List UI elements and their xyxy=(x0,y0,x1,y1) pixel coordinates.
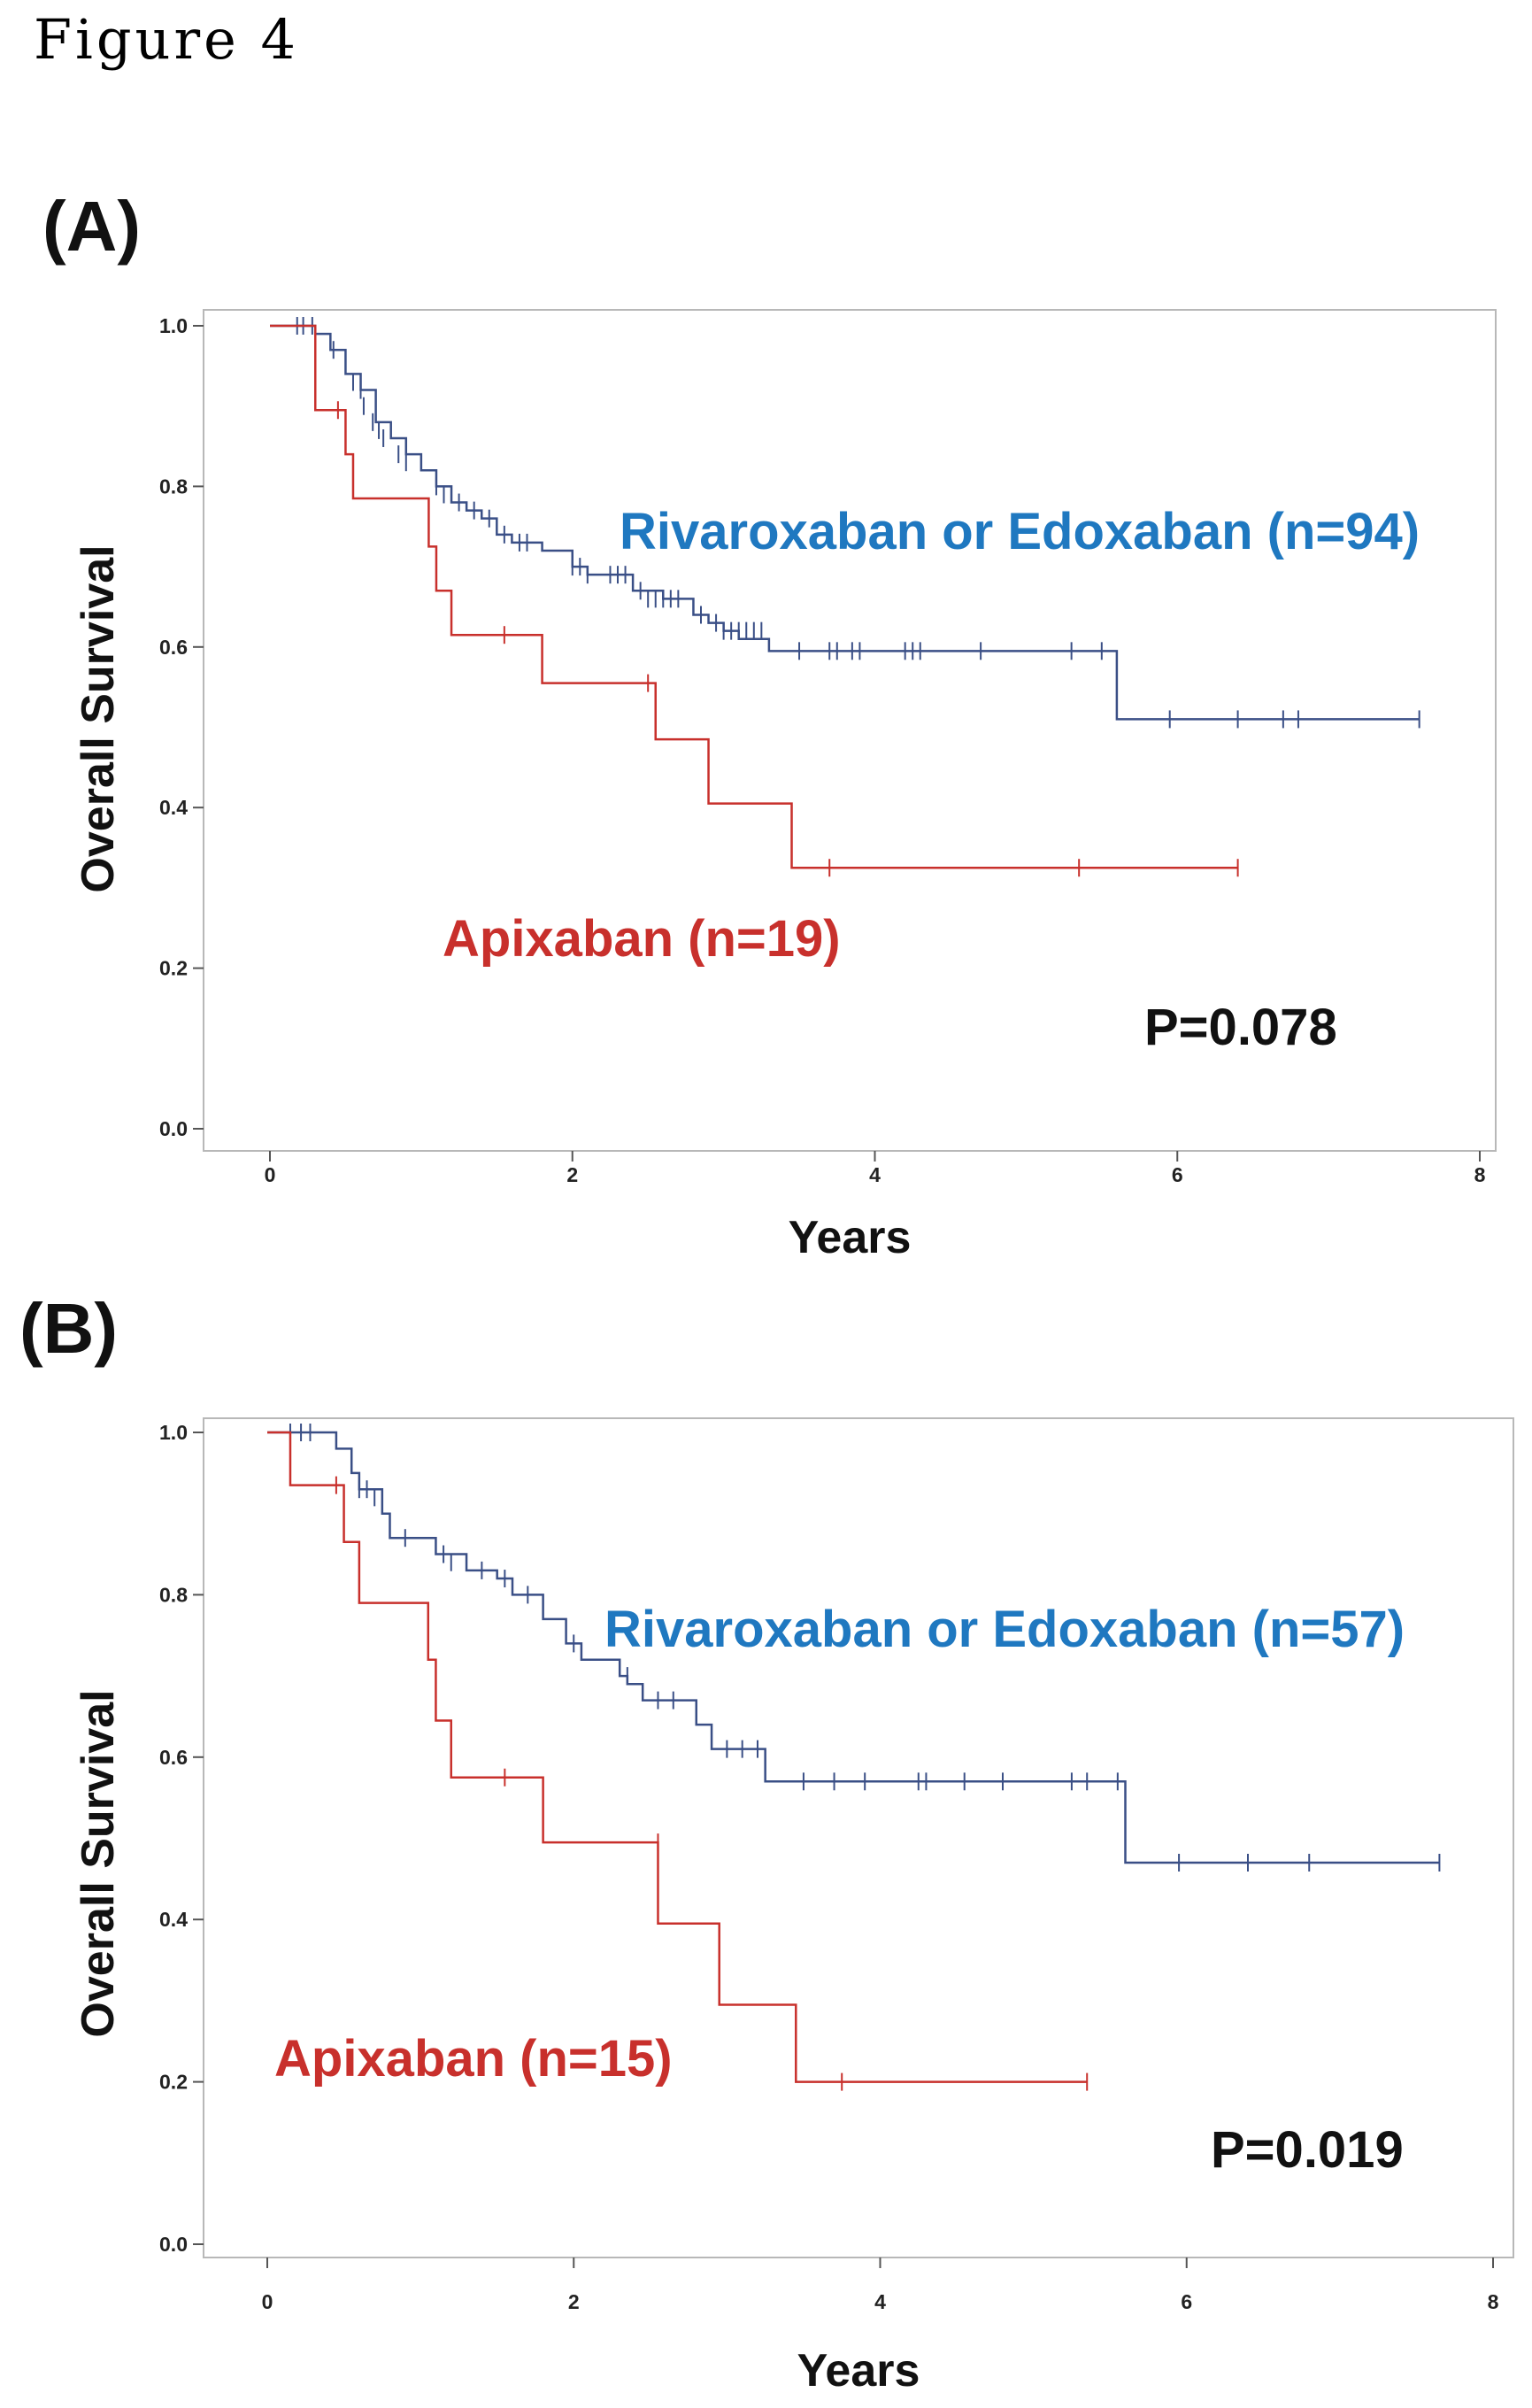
plot-frame xyxy=(203,309,1497,1152)
x-tick-label: 8 xyxy=(1488,2290,1499,2313)
p-value: P=0.019 xyxy=(1211,2121,1404,2179)
y-tick-label: 0.6 xyxy=(159,1746,188,1769)
y-axis-title: Overall Survival xyxy=(73,1689,124,2037)
p-value: P=0.078 xyxy=(1144,999,1337,1056)
legend-label-apixaban: Apixaban (n=15) xyxy=(274,2030,673,2088)
y-tick-label: 1.0 xyxy=(159,314,188,337)
x-tick-label: 0 xyxy=(262,2290,273,2313)
survival-curve-rivaroxaban-edoxaban xyxy=(267,1431,1440,1864)
chart-b-group: 0.0 0.2 0.4 0.6 0.8 1.0 0 2 4 6 8 Years Overall Surv… xyxy=(73,1417,1514,2396)
y-tick-label: 0.4 xyxy=(159,1908,188,1931)
x-axis-title: Years xyxy=(797,2345,920,2396)
y-tick-label: 0.2 xyxy=(159,957,188,980)
survival-curve-apixaban xyxy=(270,324,1238,869)
figure-title: Figure 4 xyxy=(34,7,299,72)
y-tick-label: 0.2 xyxy=(159,2071,188,2094)
y-axis-title: Overall Survival xyxy=(73,544,124,892)
x-tick-label: 6 xyxy=(1181,2290,1192,2313)
survival-curve-apixaban xyxy=(267,1431,1088,2083)
x-tick-label: 8 xyxy=(1474,1163,1486,1186)
legend-label-apixaban: Apixaban (n=19) xyxy=(443,910,841,968)
chart-a-group: 0.0 0.2 0.4 0.6 0.8 1.0 0 2 4 6 8 Years Overall Surv… xyxy=(73,309,1497,1263)
legend-label-rivaroxaban-edoxaban: Rivaroxaban or Edoxaban (n=57) xyxy=(604,1601,1405,1658)
plot-frame xyxy=(203,1417,1514,2258)
x-tick-label: 0 xyxy=(265,1163,276,1186)
y-tick-label: 0.8 xyxy=(159,475,188,498)
y-tick-label: 0.0 xyxy=(159,2233,188,2256)
y-tick-label: 0.6 xyxy=(159,636,188,659)
panel-a-label: (A) xyxy=(42,187,142,266)
x-tick-label: 2 xyxy=(566,1163,578,1186)
x-tick-label: 4 xyxy=(869,1163,881,1186)
x-axis-title: Years xyxy=(789,1212,912,1263)
y-tick-label: 0.0 xyxy=(159,1117,188,1140)
panel-b-label: (B) xyxy=(19,1289,119,1368)
legend-label-rivaroxaban-edoxaban: Rivaroxaban or Edoxaban (n=94) xyxy=(620,503,1420,560)
x-tick-label: 2 xyxy=(568,2290,580,2313)
y-tick-label: 1.0 xyxy=(159,1421,188,1444)
x-tick-label: 4 xyxy=(874,2290,886,2313)
x-tick-label: 6 xyxy=(1172,1163,1183,1186)
y-tick-label: 0.4 xyxy=(159,796,188,819)
y-tick-label: 0.8 xyxy=(159,1583,188,1606)
